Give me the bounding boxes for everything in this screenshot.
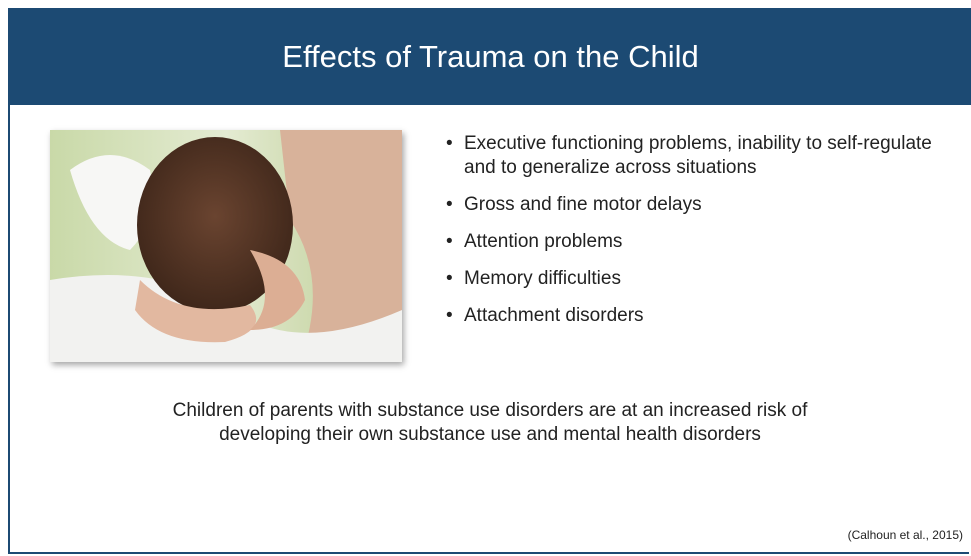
citation: (Calhoun et al., 2015): [848, 528, 963, 542]
header: Effects of Trauma on the Child: [10, 8, 971, 105]
bullet-list: Executive functioning problems, inabilit…: [446, 132, 946, 341]
bullet: Memory difficulties: [446, 267, 946, 291]
bullet: Attachment disorders: [446, 304, 946, 328]
bullet: Attention problems: [446, 230, 946, 254]
photo: [50, 130, 402, 362]
slide: Effects of Trauma on the Child Executive…: [8, 8, 969, 554]
bullet: Executive functioning problems, inabilit…: [446, 132, 946, 180]
page: Effects of Trauma on the Child Executive…: [0, 0, 971, 556]
summary: Children of parents with substance use d…: [160, 399, 820, 447]
title: Effects of Trauma on the Child: [282, 39, 698, 75]
bullet: Gross and fine motor delays: [446, 193, 946, 217]
